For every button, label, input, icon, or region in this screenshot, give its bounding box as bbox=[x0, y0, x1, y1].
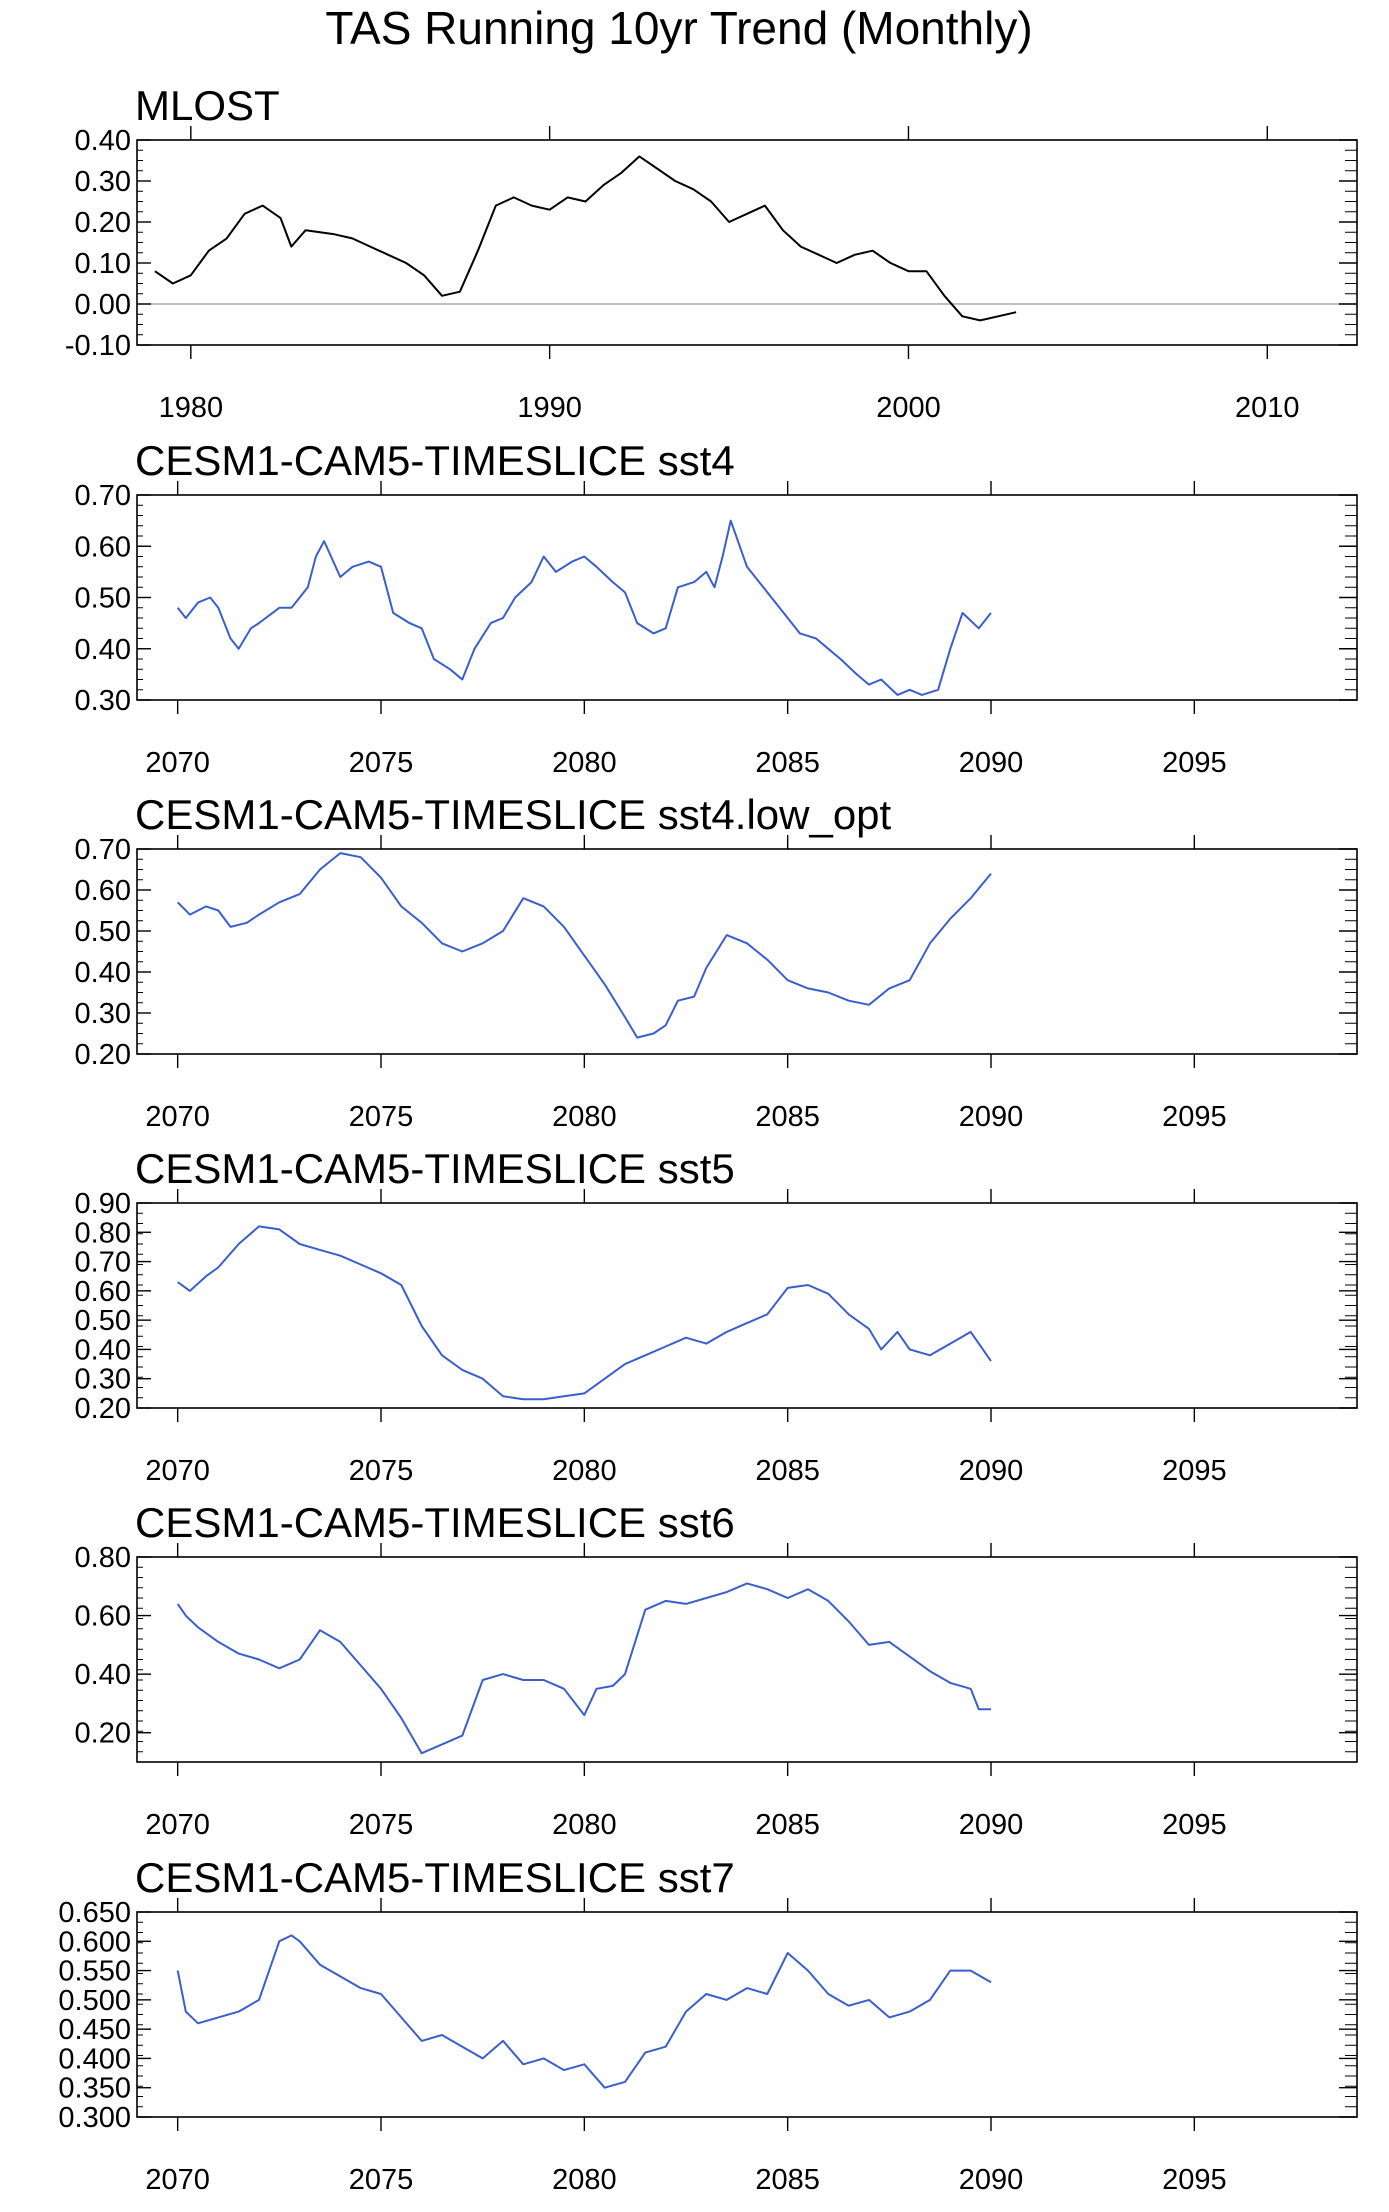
y-tick-label: 0.00 bbox=[75, 289, 131, 321]
panel-title: CESM1-CAM5-TIMESLICE sst5 bbox=[135, 1145, 735, 1192]
y-tick-label: 0.650 bbox=[58, 1897, 131, 1929]
y-tick-label: 0.40 bbox=[75, 125, 131, 157]
series-line bbox=[176, 1582, 991, 1755]
chart-panel-4: CESM1-CAM5-TIMESLICE sst5 0.200.300.400.5… bbox=[75, 1145, 1358, 1487]
chart-panel-5: CESM1-CAM5-TIMESLICE sst6 0.20 0.40 0.60 0.8… bbox=[75, 1499, 1358, 1841]
x-tick-label: 2090 bbox=[959, 2164, 1024, 2196]
y-tick-label: 0.400 bbox=[58, 2043, 131, 2075]
panel-title: CESM1-CAM5-TIMESLICE sst6 bbox=[135, 1499, 735, 1546]
y-tick-label: 0.70 bbox=[75, 480, 131, 512]
plot-frame bbox=[136, 848, 1358, 1055]
x-tick-label: 2090 bbox=[959, 1455, 1024, 1487]
y-tick-label: 0.70 bbox=[75, 1247, 131, 1279]
x-tick-label: 2095 bbox=[1162, 1809, 1227, 1841]
x-tick-label: 2010 bbox=[1235, 392, 1300, 424]
x-tick-label: 2075 bbox=[349, 1809, 414, 1841]
y-tick-label: -0.10 bbox=[65, 330, 131, 362]
x-tick-label: 2080 bbox=[552, 1809, 617, 1841]
plot-frame bbox=[136, 1556, 1358, 1763]
y-tick-label: 0.300 bbox=[58, 2102, 131, 2134]
x-tick-label: 2075 bbox=[349, 1101, 414, 1133]
x-tick-label: 1990 bbox=[517, 392, 582, 424]
y-tick-label: 0.60 bbox=[75, 875, 131, 907]
y-tick-label: 0.40 bbox=[75, 1334, 131, 1366]
plot-frame bbox=[136, 1202, 1358, 1409]
y-tick-label: 0.50 bbox=[75, 583, 131, 615]
y-tick-label: 0.50 bbox=[75, 1305, 131, 1337]
panel-title: CESM1-CAM5-TIMESLICE sst4.low_opt bbox=[135, 791, 892, 838]
y-tick-label: 0.30 bbox=[75, 166, 131, 198]
y-tick-label: 0.40 bbox=[75, 634, 131, 666]
x-tick-label: 1980 bbox=[159, 392, 224, 424]
x-tick-label: 2085 bbox=[755, 1101, 820, 1133]
chart-panel-1: MLOST -0.10 0.00 0.10 0.20 0.30 0.40 1980 1990 20… bbox=[65, 82, 1358, 424]
y-tick-label: 0.450 bbox=[58, 2014, 131, 2046]
y-tick-label: 0.30 bbox=[75, 998, 131, 1030]
y-tick-label: 0.550 bbox=[58, 1956, 131, 1988]
x-tick-label: 2070 bbox=[145, 1101, 210, 1133]
x-tick-label: 2095 bbox=[1162, 1101, 1227, 1133]
y-tick-label: 0.60 bbox=[75, 1601, 131, 1633]
y-tick-label: 0.70 bbox=[75, 834, 131, 866]
panel-title: CESM1-CAM5-TIMESLICE sst7 bbox=[135, 1854, 735, 1901]
x-tick-label: 2090 bbox=[959, 1809, 1024, 1841]
figure-title: TAS Running 10yr Trend (Monthly) bbox=[325, 2, 1032, 54]
y-tick-label: 0.80 bbox=[75, 1217, 131, 1249]
x-tick-label: 2075 bbox=[349, 747, 414, 779]
x-tick-label: 2085 bbox=[755, 2164, 820, 2196]
x-tick-label: 2095 bbox=[1162, 2164, 1227, 2196]
x-tick-label: 2080 bbox=[552, 2164, 617, 2196]
y-tick-label: 0.30 bbox=[75, 1364, 131, 1396]
x-tick-label: 2070 bbox=[145, 1809, 210, 1841]
x-tick-label: 2070 bbox=[145, 1455, 210, 1487]
y-tick-label: 0.80 bbox=[75, 1542, 131, 1574]
x-tick-label: 2080 bbox=[552, 1455, 617, 1487]
y-tick-label: 0.20 bbox=[75, 1393, 131, 1425]
x-tick-label: 2070 bbox=[145, 2164, 210, 2196]
panel-title: MLOST bbox=[135, 82, 280, 129]
series-line bbox=[176, 852, 992, 1039]
y-tick-label: 0.10 bbox=[75, 248, 131, 280]
chart-panel-6: CESM1-CAM5-TIMESLICE sst7 0.3000.3500.400… bbox=[58, 1854, 1358, 2196]
x-tick-label: 2090 bbox=[959, 1101, 1024, 1133]
series-line bbox=[154, 155, 1017, 322]
plot-frame bbox=[136, 494, 1358, 701]
chart-panel-2: CESM1-CAM5-TIMESLICE sst4 0.30 0.40 0.50 0.6… bbox=[75, 437, 1358, 779]
x-tick-label: 2070 bbox=[145, 747, 210, 779]
y-tick-label: 0.40 bbox=[75, 1659, 131, 1691]
x-tick-label: 2080 bbox=[552, 747, 617, 779]
chart-panel-3: CESM1-CAM5-TIMESLICE sst4.low_opt 0.20 0.3… bbox=[75, 791, 1358, 1133]
y-tick-label: 0.20 bbox=[75, 207, 131, 239]
x-tick-label: 2095 bbox=[1162, 1455, 1227, 1487]
plot-frame bbox=[136, 1911, 1358, 2118]
x-tick-label: 2080 bbox=[552, 1101, 617, 1133]
y-tick-label: 0.50 bbox=[75, 916, 131, 948]
y-tick-label: 0.40 bbox=[75, 957, 131, 989]
y-tick-label: 0.600 bbox=[58, 1926, 131, 1958]
y-tick-label: 0.30 bbox=[75, 685, 131, 717]
y-tick-label: 0.20 bbox=[75, 1718, 131, 1750]
x-tick-label: 2085 bbox=[755, 1455, 820, 1487]
y-tick-label: 0.500 bbox=[58, 1985, 131, 2017]
x-tick-label: 2090 bbox=[959, 747, 1024, 779]
x-tick-label: 2075 bbox=[349, 2164, 414, 2196]
plot-frame bbox=[136, 139, 1358, 346]
panel-title: CESM1-CAM5-TIMESLICE sst4 bbox=[135, 437, 735, 484]
y-tick-label: 0.20 bbox=[75, 1039, 131, 1071]
y-tick-label: 0.60 bbox=[75, 1276, 131, 1308]
y-tick-label: 0.350 bbox=[58, 2073, 131, 2105]
y-tick-label: 0.60 bbox=[75, 531, 131, 563]
x-tick-label: 2085 bbox=[755, 747, 820, 779]
x-tick-label: 2095 bbox=[1162, 747, 1227, 779]
series-line bbox=[177, 1225, 992, 1401]
x-tick-label: 2000 bbox=[876, 392, 941, 424]
x-tick-label: 2075 bbox=[349, 1455, 414, 1487]
series-line bbox=[176, 519, 992, 696]
x-tick-label: 2085 bbox=[755, 1809, 820, 1841]
y-tick-label: 0.90 bbox=[75, 1188, 131, 1220]
series-line bbox=[176, 1934, 992, 2089]
